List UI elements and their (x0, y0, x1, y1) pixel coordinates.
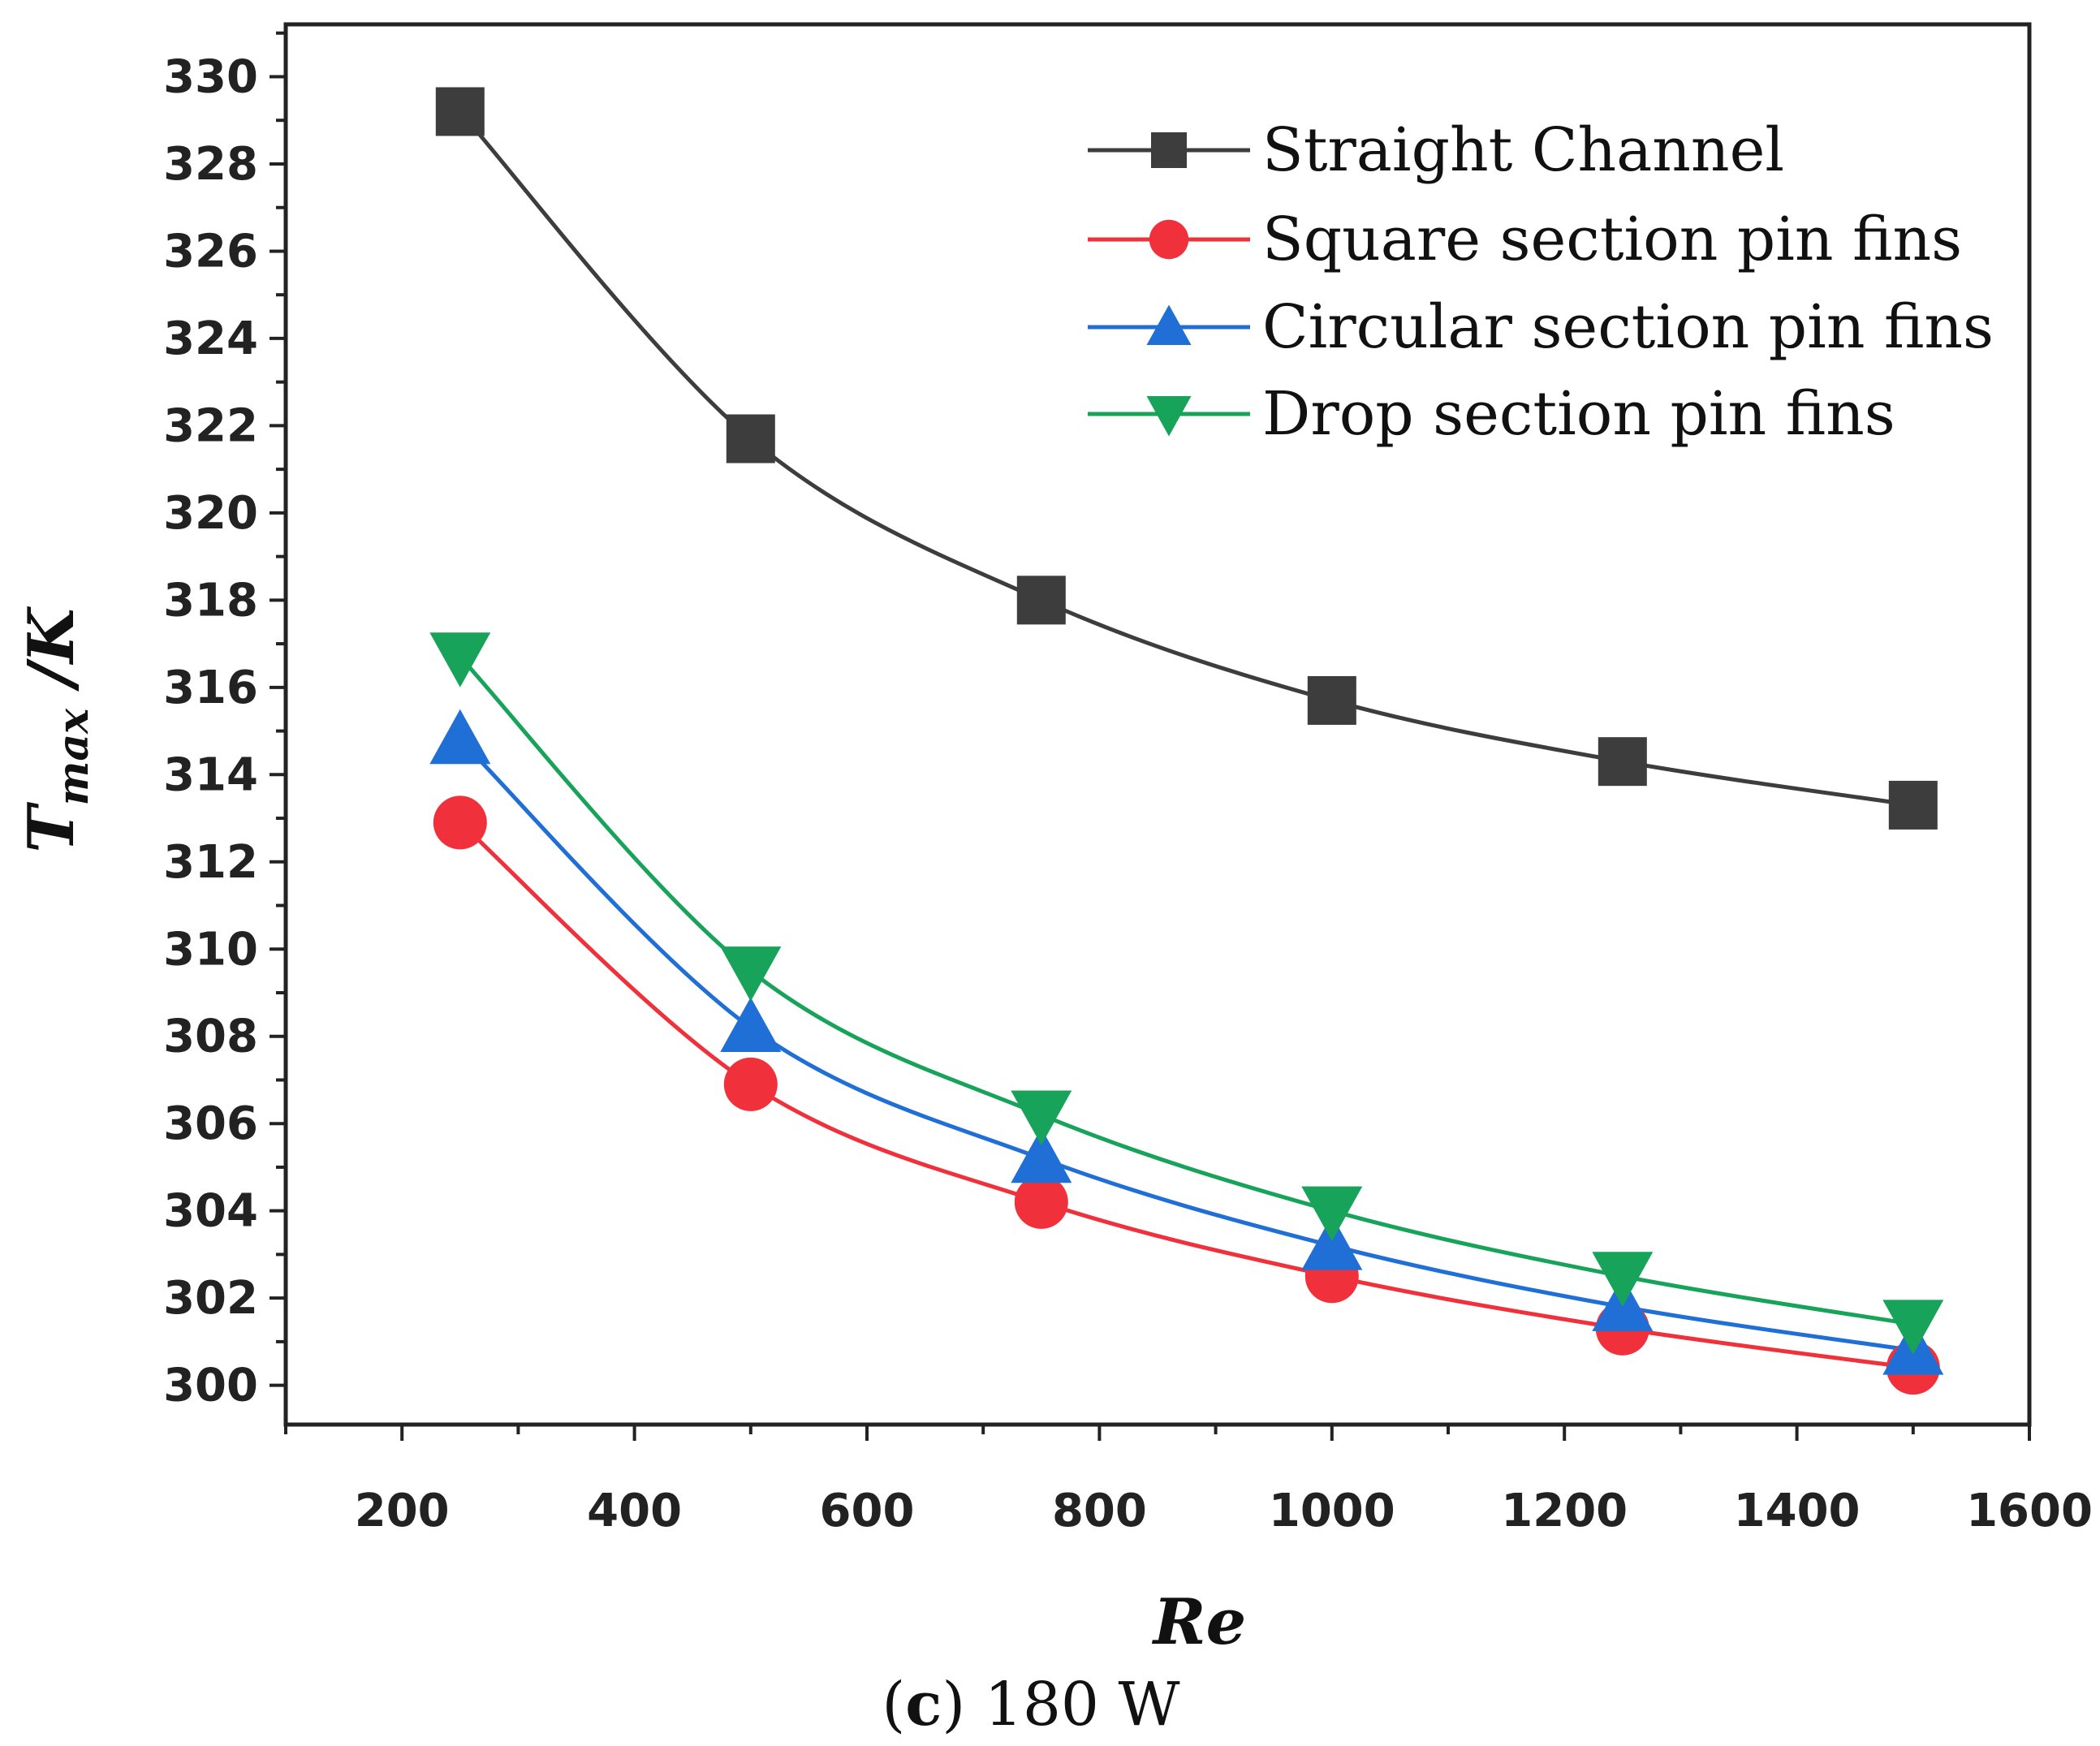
y-tick-label: 302 (163, 1272, 258, 1325)
y-tick-label: 316 (163, 662, 258, 714)
data-point-series-1 (433, 795, 487, 850)
y-axis-title-unit: /K (15, 606, 88, 709)
y-axis-title: Tmax /K (15, 606, 98, 852)
data-point-series-0 (1016, 576, 1066, 625)
caption-text: 180 W (965, 1670, 1179, 1740)
data-point-series-3 (1592, 1252, 1654, 1307)
y-tick-label: 330 (163, 50, 258, 103)
data-point-series-2 (429, 709, 491, 765)
caption-paren-close: ) (942, 1670, 965, 1740)
data-point-series-3 (429, 632, 491, 688)
caption-paren-open: ( (882, 1670, 905, 1740)
y-axis-title-main: T (15, 802, 88, 853)
data-point-series-1 (1014, 1175, 1068, 1229)
y-axis-title-sub: max (49, 708, 98, 806)
y-tick-label: 308 (163, 1011, 258, 1063)
legend-label: Drop section pin fins (1262, 379, 1895, 449)
data-point-series-0 (1307, 675, 1356, 725)
data-point-series-3 (1301, 1186, 1363, 1242)
data-point-series-2 (1301, 1215, 1363, 1270)
legend-marker (1146, 304, 1192, 345)
x-tick-label: 800 (1052, 1485, 1147, 1537)
series-line-3 (458, 655, 1914, 1326)
y-tick-label: 324 (163, 313, 258, 365)
x-tick-label: 200 (355, 1485, 450, 1537)
y-tick-label: 328 (163, 138, 258, 191)
data-point-series-3 (1882, 1300, 1944, 1355)
x-tick-label: 400 (587, 1485, 682, 1537)
legend-label: Circular section pin fins (1262, 292, 1994, 362)
legend-marker (1146, 396, 1192, 437)
data-point-series-3 (720, 946, 782, 1002)
x-tick-label: 1400 (1734, 1485, 1861, 1537)
data-point-series-0 (435, 87, 485, 136)
y-tick-label: 322 (163, 399, 258, 452)
legend-label: Straight Channel (1262, 115, 1784, 185)
plot-frame (283, 22, 2032, 1427)
axes: 200 400 600 800 1000 1200 1400 1600 300 302 304 306… (163, 31, 2093, 1537)
y-tick-label: 314 (163, 748, 258, 801)
y-tick-label: 318 (163, 574, 258, 627)
data-point-series-2 (1011, 1127, 1072, 1183)
series-line-2 (459, 738, 1914, 1353)
legend-label: Square section pin fins (1262, 205, 1962, 274)
y-tick-label: 312 (163, 836, 258, 889)
x-tick-label: 600 (820, 1485, 915, 1537)
data-point-series-3 (1011, 1090, 1072, 1145)
y-tick-label: 300 (163, 1360, 258, 1412)
y-tick-label: 310 (163, 923, 258, 976)
x-tick-label: 1600 (1966, 1485, 2093, 1537)
data-point-series-0 (1598, 737, 1647, 787)
y-tick-label: 306 (163, 1097, 258, 1150)
x-axis-title: Re (1152, 1585, 1246, 1659)
data-point-series-0 (1888, 780, 1938, 830)
legend-marker (1151, 132, 1187, 168)
series-markers (429, 87, 1944, 1395)
series-line-0 (458, 110, 1914, 808)
data-point-series-2 (720, 997, 782, 1052)
x-tick-label: 1000 (1269, 1485, 1395, 1537)
caption-letter: c (905, 1670, 942, 1740)
data-point-series-0 (726, 414, 775, 463)
series-line-1 (459, 821, 1914, 1370)
figure-caption: (c) 180 W (882, 1670, 1179, 1740)
data-point-series-1 (723, 1057, 778, 1111)
x-tick-label: 1200 (1501, 1485, 1628, 1537)
legend: Straight Channel Square section pin fins C… (1088, 115, 1994, 449)
y-tick-label: 326 (163, 225, 258, 278)
y-tick-label: 304 (163, 1185, 258, 1238)
series-curves (458, 110, 1914, 1370)
y-tick-label: 320 (163, 487, 258, 540)
legend-marker (1149, 219, 1189, 260)
